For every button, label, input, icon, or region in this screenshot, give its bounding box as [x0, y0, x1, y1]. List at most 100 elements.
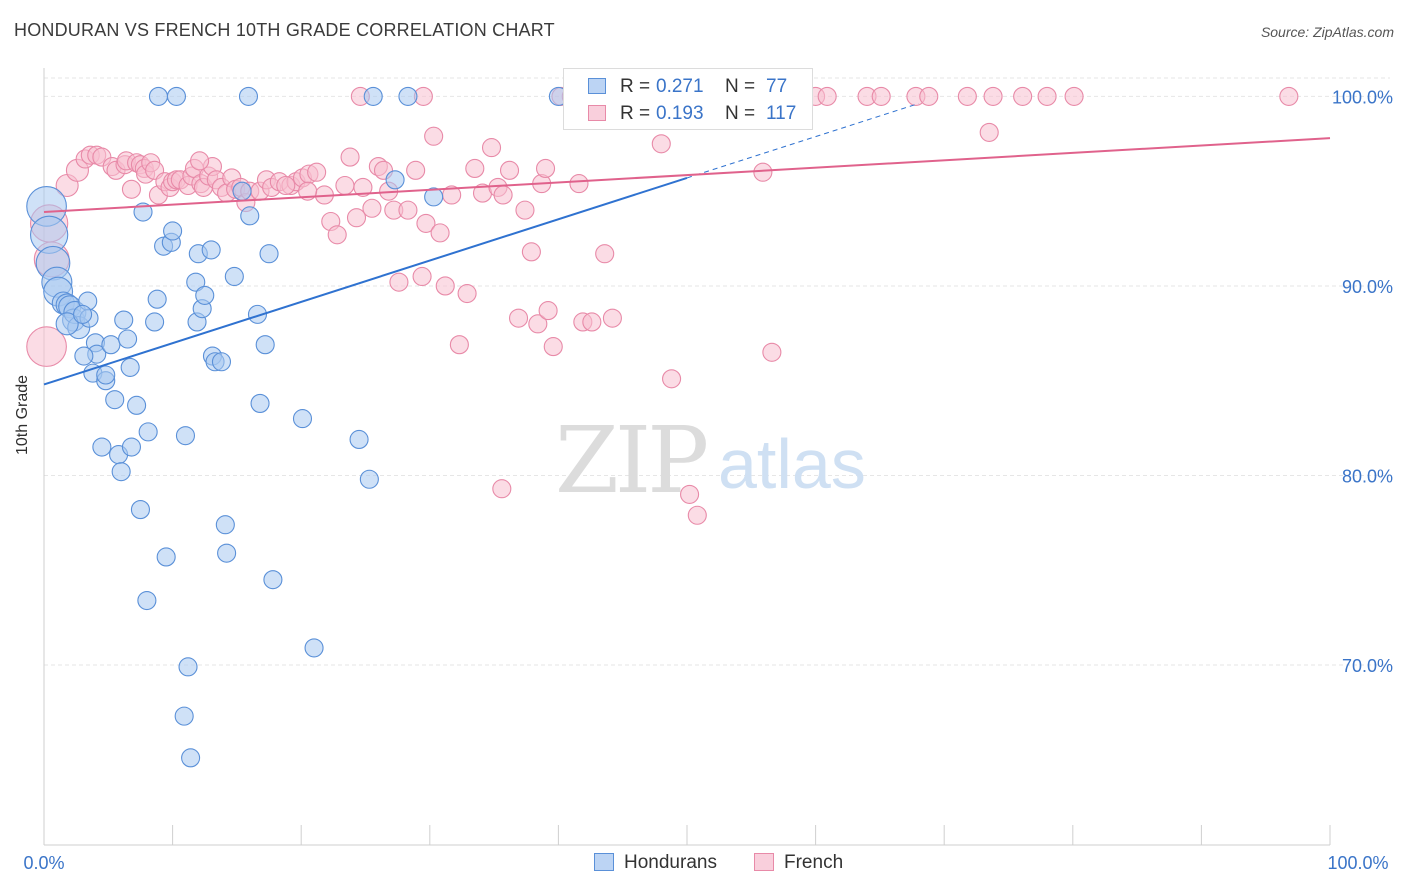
- french-point: [521, 242, 541, 262]
- hondurans-point: [96, 365, 116, 385]
- french-point: [307, 162, 327, 182]
- n-label-hondurans: N =: [725, 76, 756, 97]
- french-point: [398, 200, 418, 220]
- hondurans-point: [232, 181, 252, 201]
- hondurans-point: [250, 393, 270, 413]
- hondurans-point: [55, 312, 79, 336]
- french-point: [1013, 86, 1033, 106]
- hondurans-point: [363, 86, 383, 106]
- hondurans-trend-extension: [686, 103, 919, 179]
- hondurans-point: [137, 590, 157, 611]
- hondurans-point: [178, 657, 198, 677]
- hondurans-point: [174, 706, 194, 726]
- french-point: [515, 200, 535, 220]
- legend-hondurans[interactable]: Hondurans: [594, 852, 717, 874]
- french-point: [412, 266, 432, 287]
- french-point: [535, 158, 556, 178]
- french-point: [543, 337, 563, 357]
- hondurans-point: [148, 86, 169, 106]
- french-point: [1037, 86, 1057, 106]
- french-point: [430, 223, 450, 243]
- french-point: [353, 177, 373, 197]
- hondurans-point: [181, 748, 201, 768]
- french-point: [449, 335, 469, 355]
- hondurans-trend-line: [43, 176, 688, 386]
- hondurans-point: [175, 426, 196, 446]
- french-point: [346, 208, 367, 228]
- french-point: [416, 213, 436, 233]
- french-trend-line: [43, 137, 1331, 214]
- french-point: [569, 174, 589, 194]
- n-label-french: N =: [725, 103, 756, 124]
- french-point: [662, 369, 682, 389]
- french-point: [538, 301, 558, 321]
- french-point: [499, 160, 520, 180]
- hondurans-point: [92, 437, 112, 457]
- hondurans-point: [163, 221, 183, 241]
- r-label-hondurans: R =: [620, 76, 651, 97]
- y-tick-label: 90.0%: [1342, 277, 1393, 297]
- hondurans-point: [145, 312, 165, 332]
- french-point: [602, 308, 622, 328]
- hondurans-point: [217, 543, 237, 563]
- hondurans-point: [186, 272, 206, 292]
- hondurans-point: [385, 170, 405, 190]
- french-point: [190, 151, 210, 171]
- trend-lines: [43, 103, 1331, 386]
- hondurans-point: [424, 187, 444, 207]
- legend-hondurans-swatch: [594, 853, 614, 871]
- french-point: [327, 225, 347, 245]
- legend-hondurans-label: Hondurans: [624, 852, 717, 873]
- x-ticks: [43, 825, 1331, 845]
- hondurans-swatch: [588, 78, 606, 94]
- french-point: [424, 126, 444, 146]
- french-point: [121, 179, 141, 199]
- hondurans-point: [127, 395, 147, 415]
- french-point: [762, 342, 782, 362]
- hondurans-point: [359, 469, 379, 489]
- french-point: [595, 244, 615, 264]
- french-point: [508, 308, 529, 328]
- hondurans-point: [118, 329, 138, 349]
- french-point: [1279, 86, 1299, 106]
- stats-box: R = 0.271 N = 77 R = 0.193 N = 117: [563, 68, 813, 130]
- hondurans-point: [238, 86, 259, 106]
- y-tick-label: 100.0%: [1332, 87, 1393, 107]
- legend-french[interactable]: French: [754, 852, 843, 874]
- french-point: [276, 175, 296, 196]
- hondurans-point: [156, 547, 176, 567]
- french-point: [1064, 86, 1084, 106]
- watermark-atlas: atlas: [718, 425, 866, 503]
- legend-french-swatch: [754, 853, 774, 871]
- gridlines: [44, 77, 1390, 666]
- french-point: [335, 175, 355, 196]
- hondurans-point: [259, 244, 279, 264]
- french-point: [26, 326, 67, 367]
- hondurans-point: [105, 390, 125, 410]
- r-label-french: R =: [620, 103, 651, 124]
- hondurans-point: [398, 86, 418, 106]
- french-point: [871, 86, 891, 106]
- french-point: [406, 160, 426, 180]
- french-point: [983, 86, 1003, 106]
- r-value-french: 0.193: [656, 103, 704, 124]
- french-point: [651, 134, 671, 154]
- hondurans-point: [224, 266, 244, 287]
- french-point: [919, 86, 939, 106]
- french-point: [753, 162, 773, 182]
- hondurans-point: [74, 346, 94, 366]
- hondurans-point: [114, 310, 134, 330]
- hondurans-point: [211, 352, 232, 372]
- y-tick-labels: 70.0% 80.0% 90.0% 100.0%: [1332, 87, 1393, 676]
- hondurans-point: [304, 638, 324, 658]
- french-point: [481, 138, 502, 158]
- french-swatch: [588, 105, 606, 121]
- hondurans-point: [147, 289, 167, 309]
- french-point: [582, 312, 602, 332]
- hondurans-point: [201, 240, 221, 260]
- french-point: [457, 283, 477, 304]
- hondurans-point: [195, 285, 215, 305]
- hondurans-point: [101, 335, 121, 355]
- hondurans-point: [349, 429, 369, 449]
